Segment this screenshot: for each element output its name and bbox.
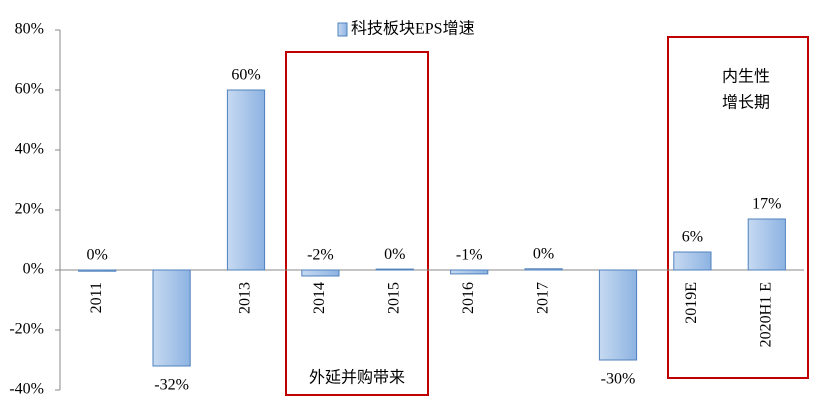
value-label: -30% bbox=[601, 371, 636, 388]
highlight-box bbox=[285, 51, 429, 396]
legend-label: 科技板块EPS增速 bbox=[351, 20, 475, 38]
value-label: 17% bbox=[752, 196, 781, 213]
x-tick-label: 2020H1 E bbox=[757, 282, 774, 347]
bar bbox=[673, 251, 712, 271]
value-label: 0% bbox=[384, 246, 405, 263]
y-tick-label: 20% bbox=[15, 201, 44, 218]
value-label: 0% bbox=[533, 245, 554, 262]
value-label: -32% bbox=[154, 377, 189, 394]
bar bbox=[450, 269, 489, 275]
annotation: 内生性 bbox=[722, 68, 770, 86]
bar bbox=[226, 89, 266, 271]
value-label: -2% bbox=[307, 247, 334, 264]
x-tick-label: 2014 bbox=[311, 282, 328, 314]
bar bbox=[524, 268, 563, 271]
y-tick-label: -40% bbox=[9, 381, 44, 398]
value-label: -1% bbox=[456, 247, 483, 264]
x-tick-label: 2013 bbox=[237, 282, 254, 314]
annotation: 外延并购带来 bbox=[309, 369, 405, 387]
x-tick-label: 2017 bbox=[534, 282, 551, 314]
y-tick-label: -20% bbox=[9, 321, 44, 338]
bar bbox=[152, 269, 191, 367]
bar bbox=[747, 218, 786, 271]
value-label: 60% bbox=[231, 67, 260, 84]
x-tick-label: 2016 bbox=[460, 282, 477, 314]
bar bbox=[598, 269, 638, 361]
y-tick-label: 80% bbox=[15, 21, 44, 38]
x-tick-label: 2019E bbox=[683, 282, 700, 324]
bar bbox=[375, 268, 414, 271]
value-label: 6% bbox=[682, 229, 703, 246]
legend-swatch bbox=[337, 22, 348, 37]
annotation: 增长期 bbox=[722, 94, 770, 112]
y-tick-label: 60% bbox=[15, 81, 44, 98]
bar bbox=[301, 269, 340, 277]
x-tick-label: 2015 bbox=[385, 282, 402, 314]
bar bbox=[78, 269, 117, 272]
y-tick-label: 0% bbox=[23, 261, 44, 278]
value-label: 0% bbox=[87, 247, 108, 264]
y-tick-label: 40% bbox=[15, 141, 44, 158]
x-tick-label: 2011 bbox=[88, 282, 105, 313]
highlight-box bbox=[667, 36, 809, 379]
